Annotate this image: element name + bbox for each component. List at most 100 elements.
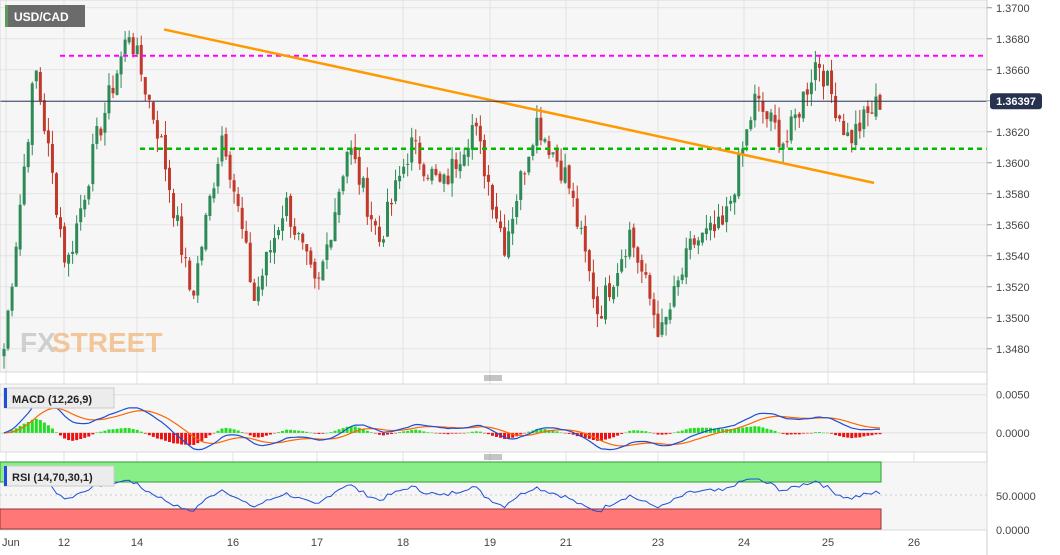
candle-body: [38, 72, 42, 102]
candle-body: [684, 248, 688, 278]
candle-body: [103, 112, 107, 133]
macd-hist-bar: [63, 432, 67, 439]
candle-body: [696, 240, 700, 246]
macd-hist-bar: [644, 431, 648, 433]
candle-body: [620, 259, 624, 272]
candle-body: [228, 154, 232, 180]
macd-hist-bar: [793, 432, 797, 435]
macd-hist-bar: [511, 432, 515, 438]
macd-hist-bar: [446, 432, 450, 435]
candle-body: [612, 286, 616, 300]
candle-body: [353, 147, 357, 160]
macd-hist-bar: [801, 432, 805, 434]
candle-body: [79, 208, 83, 223]
candle-body: [264, 251, 268, 276]
macd-hist-bar: [571, 432, 575, 435]
macd-hist-bar: [184, 432, 188, 445]
candle-body: [34, 70, 38, 82]
candle-body: [71, 251, 75, 255]
macd-hist-bar: [252, 432, 256, 438]
macd-hist-bar: [850, 432, 854, 439]
macd-hist-bar: [168, 432, 172, 443]
macd-histogram: [2, 418, 882, 446]
macd-hist-bar: [430, 432, 434, 434]
macd-hist-bar: [579, 432, 583, 437]
macd-hist-bar: [494, 432, 498, 437]
macd-hist-bar: [172, 432, 176, 444]
macd-hist-bar: [878, 432, 882, 435]
candle-body: [660, 322, 664, 335]
macd-hist-bar: [628, 430, 632, 433]
x-tick-label: 24: [738, 537, 750, 549]
candle-body: [587, 250, 591, 272]
macd-hist-bar: [503, 432, 507, 439]
macd-hist-bar: [870, 432, 874, 436]
macd-hist-bar: [127, 428, 131, 433]
candle-body: [700, 232, 704, 243]
macd-hist-bar: [527, 431, 531, 433]
macd-label-text: MACD (12,26,9): [12, 394, 92, 406]
candle-body: [624, 256, 628, 258]
macd-hist-bar: [821, 432, 825, 434]
macd-hist-bar: [34, 418, 38, 433]
macd-hist-bar: [406, 430, 410, 433]
candle-body: [42, 100, 46, 132]
macd-hist-bar: [260, 432, 264, 437]
macd-hist-bar: [192, 432, 196, 445]
symbol-label[interactable]: USD/CAD: [5, 5, 85, 27]
candle-body: [527, 156, 531, 173]
candle-body: [127, 37, 131, 43]
y-tick-label: 1.3500: [996, 313, 1030, 325]
candle-body: [692, 238, 696, 245]
macd-hist-bar: [785, 432, 789, 435]
panel-resize-handle-1[interactable]: [484, 375, 502, 381]
y-tick-label: 1.3660: [996, 65, 1030, 77]
candle-body: [571, 190, 575, 198]
macd-hist-bar: [349, 426, 353, 433]
candle-body: [478, 125, 482, 142]
macd-hist-bar: [410, 429, 414, 433]
macd-label[interactable]: MACD (12,26,9): [3, 387, 115, 409]
candle-body: [454, 159, 458, 169]
candle-body: [361, 177, 365, 188]
macd-hist-bar: [244, 432, 248, 434]
candle-body: [212, 188, 216, 199]
macd-hist-bar: [474, 431, 478, 433]
macd-hist-bar: [50, 428, 54, 433]
candle-body: [54, 173, 58, 215]
macd-hist-bar: [805, 432, 809, 434]
macd-hist-bar: [599, 432, 603, 441]
candle-body: [555, 149, 559, 162]
macd-hist-bar: [559, 432, 563, 434]
candle-body: [482, 140, 486, 177]
x-tick-label: 19: [484, 537, 496, 549]
macd-hist-bar: [176, 432, 180, 444]
rsi-label[interactable]: RSI (14,70,30,1): [3, 465, 115, 487]
candle-body: [567, 165, 571, 189]
macd-hist-bar: [268, 432, 272, 435]
macd-hist-bar: [482, 432, 486, 434]
candle-body: [652, 299, 656, 316]
macd-hist-bar: [309, 432, 313, 434]
candle-body: [523, 173, 527, 175]
macd-hist-bar: [813, 432, 817, 433]
macd-hist-bar: [224, 427, 228, 433]
symbol-text: USD/CAD: [14, 10, 69, 24]
trend-line[interactable]: [163, 28, 875, 185]
candle-body: [232, 180, 236, 192]
candle-body: [543, 139, 547, 142]
y-tick-label: 1.3580: [996, 189, 1030, 201]
macd-hist-bar: [377, 432, 381, 435]
macd-hist-bar: [301, 431, 305, 433]
rsi-overbought-zone: [0, 461, 882, 483]
candle-body: [603, 285, 607, 320]
candle-body: [365, 177, 369, 217]
candle-body: [608, 283, 612, 298]
candle-body: [252, 282, 256, 301]
macd-signal-line: [3, 407, 881, 447]
candle-body: [184, 257, 188, 259]
panel-resize-handle-2[interactable]: [484, 454, 502, 460]
candle-body: [785, 141, 789, 143]
macd-hist-bar: [281, 431, 285, 433]
candle-body: [813, 62, 817, 81]
